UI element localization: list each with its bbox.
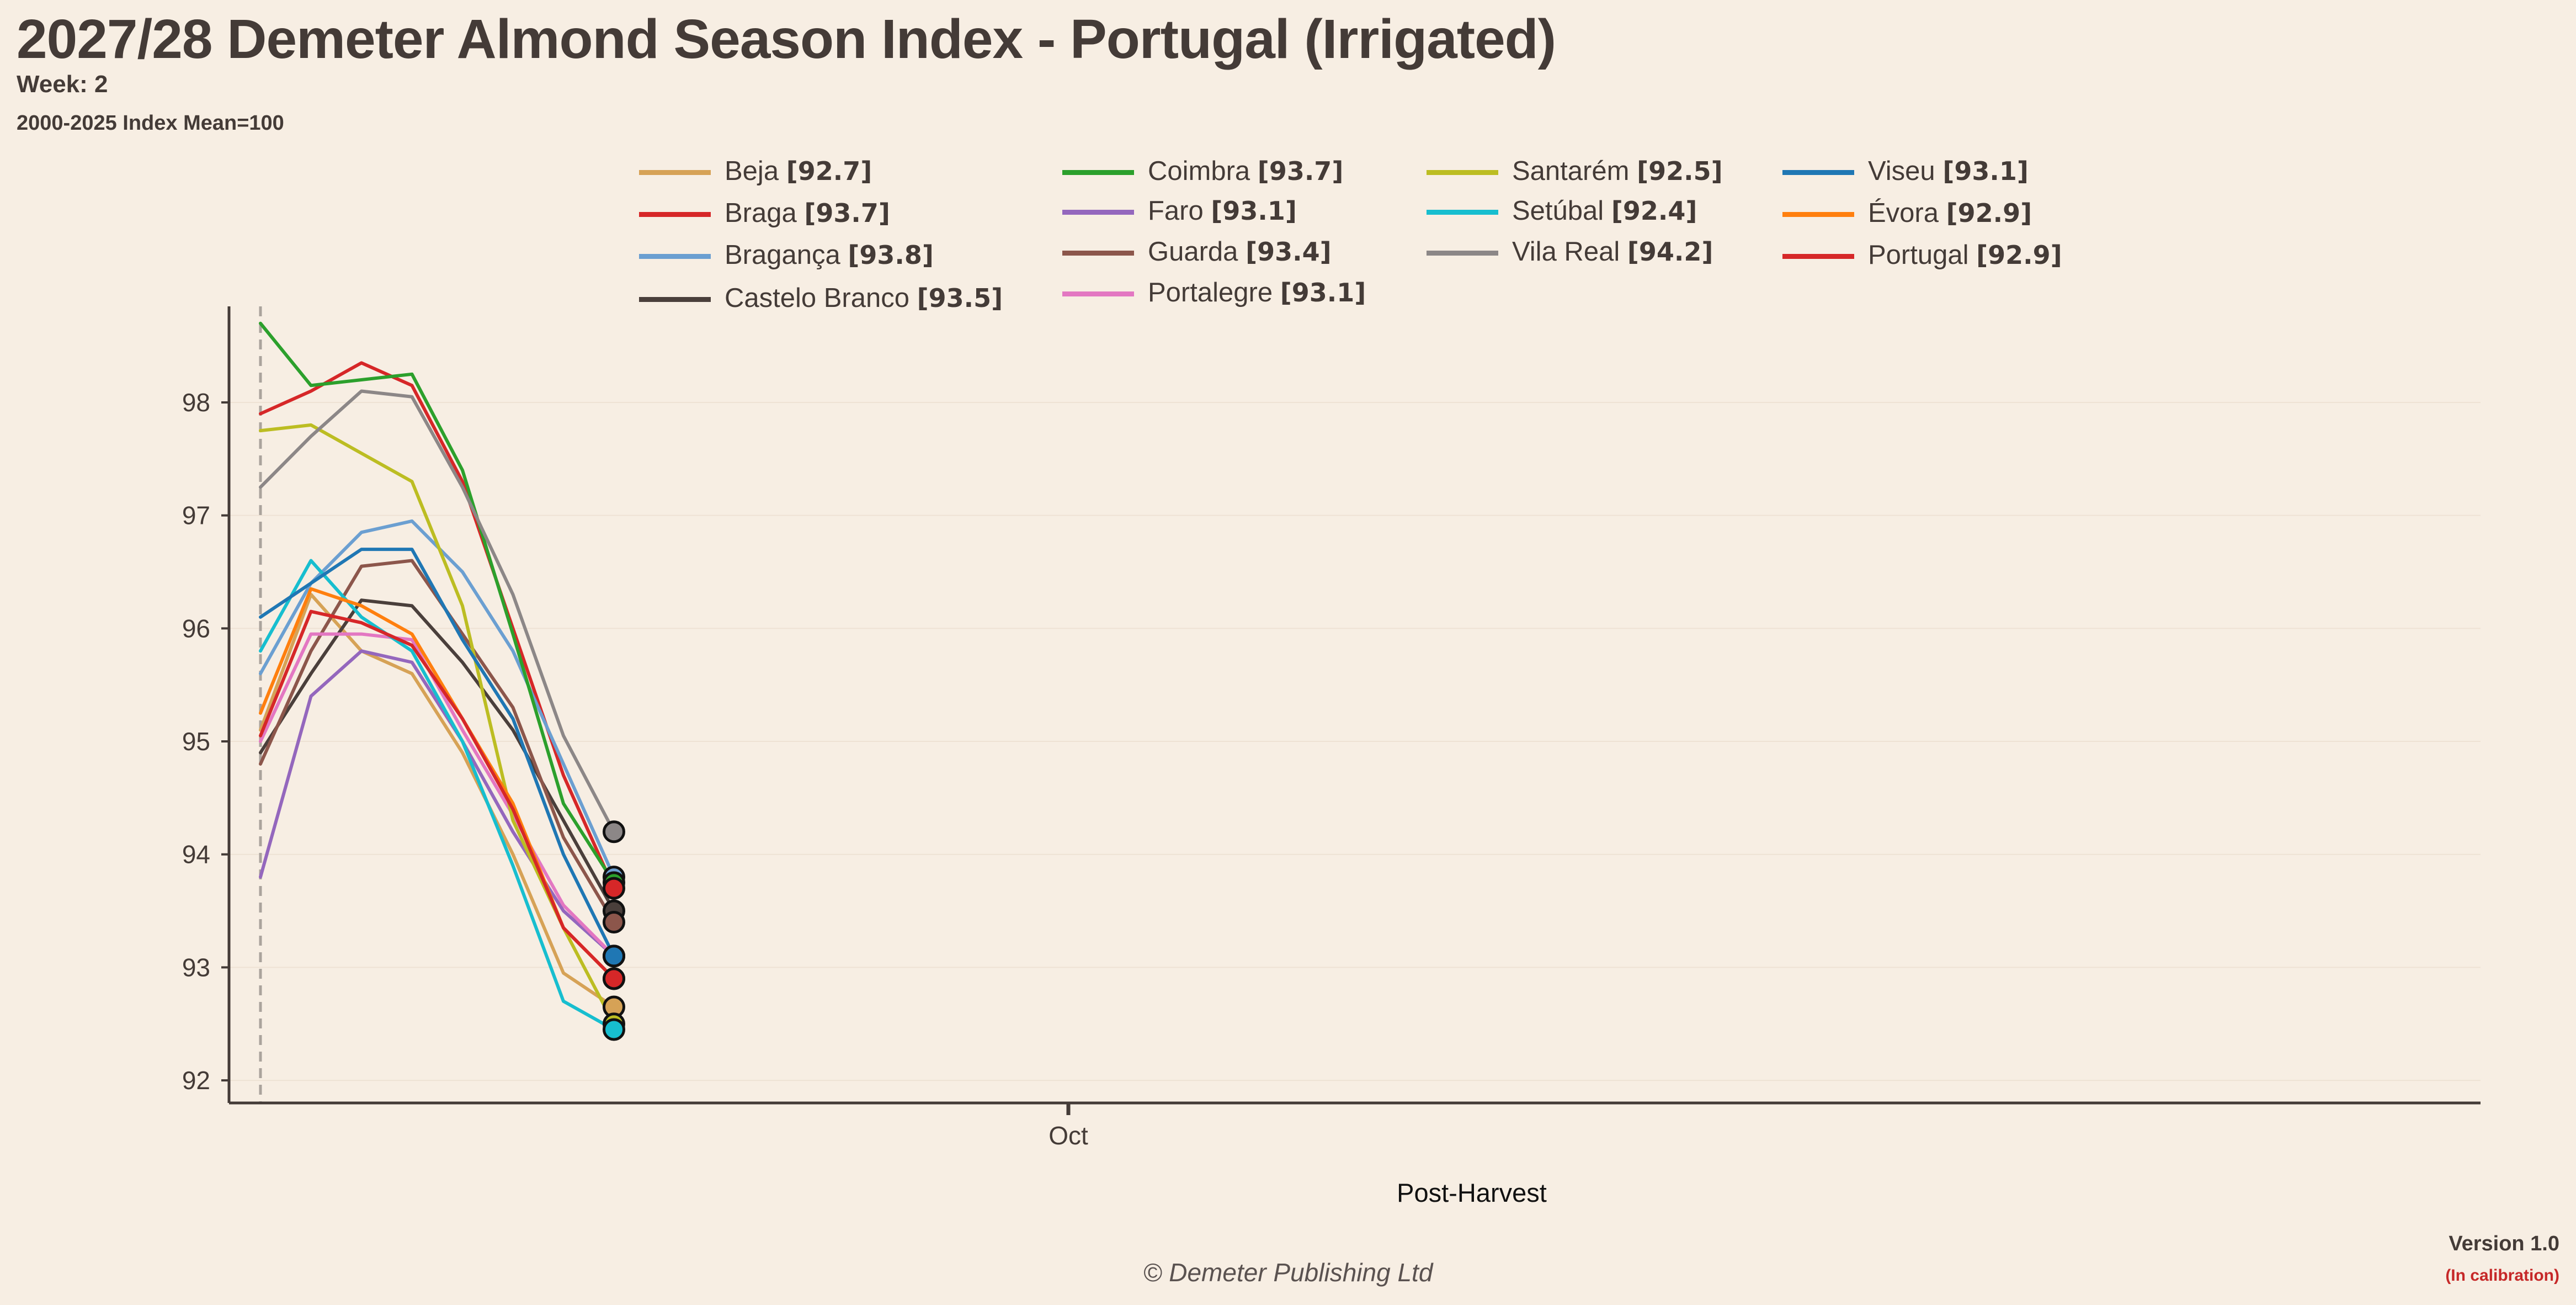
legend-label: Beja [92.7] <box>725 156 872 187</box>
legend-swatch <box>1427 170 1498 175</box>
index-note: 2000-2025 Index Mean=100 <box>17 112 284 135</box>
legend-swatch <box>1782 212 1854 217</box>
y-axis-ticks: 92 93 94 95 96 97 98 <box>182 388 229 1095</box>
legend-series-value: [93.8] <box>848 240 934 270</box>
legend-series-name: Beja <box>725 156 779 186</box>
legend-series-name: Faro <box>1148 196 1204 226</box>
y-tick-label: 97 <box>182 501 210 530</box>
legend-swatch <box>1062 210 1134 215</box>
legend-series-name: Viseu <box>1868 156 1935 186</box>
legend-series-value: [92.5] <box>1637 156 1723 186</box>
legend-series-value: [93.7] <box>1257 156 1344 186</box>
legend-series-value: [92.4] <box>1611 196 1697 226</box>
x-axis-label: Post-Harvest <box>1397 1178 1547 1207</box>
legend-swatch <box>639 254 711 259</box>
legend-series-name: Évora <box>1868 198 1939 228</box>
legend-series-value: [93.5] <box>917 283 1003 313</box>
series-line-faro <box>259 649 616 958</box>
legend-swatch <box>1062 170 1134 175</box>
legend-label: Santarém [92.5] <box>1512 156 1723 187</box>
series-line-beja <box>259 592 616 1009</box>
endpoint-portugal <box>603 967 625 990</box>
legend-series-value: [92.9] <box>1946 198 2032 228</box>
legend-label: Guarda [93.4] <box>1148 236 1332 267</box>
series-line-setúbal <box>259 559 616 1031</box>
legend-swatch <box>1427 210 1498 215</box>
legend-label: Setúbal [92.4] <box>1512 195 1697 226</box>
x-tick-label: Oct <box>1049 1121 1088 1150</box>
series-endpoints <box>603 820 625 1041</box>
series-line-braga <box>259 361 616 890</box>
legend-label: Faro [93.1] <box>1148 195 1297 226</box>
legend-label: Coimbra [93.7] <box>1148 156 1343 187</box>
legend-swatch <box>639 297 711 302</box>
endpoint-vila-real <box>603 820 625 844</box>
legend-series-name: Guarda <box>1148 237 1238 267</box>
version-label: Version 1.0 <box>2449 1232 2559 1255</box>
legend-series-name: Vila Real <box>1512 237 1620 267</box>
legend-series-value: [94.2] <box>1627 237 1713 267</box>
legend-swatch <box>1062 251 1134 256</box>
legend-series-name: Portugal <box>1868 240 1969 270</box>
legend-swatch <box>1427 251 1498 256</box>
legend-series-value: [93.4] <box>1246 237 1332 267</box>
series-lines <box>259 321 616 1031</box>
y-tick-label: 98 <box>182 388 210 417</box>
series-line-vila-real <box>259 389 616 834</box>
series-line-coimbra <box>259 321 616 884</box>
copyright: © Demeter Publishing Ltd <box>1143 1258 1433 1287</box>
legend-series-name: Braga <box>725 198 797 228</box>
endpoint-setúbal <box>603 1018 625 1041</box>
week-label: Week: 2 <box>17 71 108 98</box>
legend-label: Portugal [92.9] <box>1868 240 2062 270</box>
legend-swatch <box>1782 170 1854 175</box>
series-line-viseu <box>259 548 616 958</box>
legend-label: Castelo Branco [93.5] <box>725 283 1003 314</box>
y-tick-label: 94 <box>182 840 210 869</box>
legend-label: Viseu [93.1] <box>1868 156 2029 187</box>
legend-series-name: Coimbra <box>1148 156 1250 186</box>
endpoint-guarda <box>603 911 625 934</box>
y-tick-label: 95 <box>182 727 210 756</box>
chart-title: 2027/28 Demeter Almond Season Index - Po… <box>17 8 1556 70</box>
legend-label: Évora [92.9] <box>1868 198 2032 229</box>
legend-series-value: [93.7] <box>804 198 890 228</box>
legend-swatch <box>639 170 711 175</box>
legend-label: Vila Real [94.2] <box>1512 236 1713 267</box>
endpoint-braga <box>603 877 625 900</box>
x-axis-ticks: Oct <box>1049 1103 1088 1150</box>
y-tick-label: 96 <box>182 614 210 643</box>
legend-series-name: Portalegre <box>1148 278 1273 307</box>
series-line-castelo-branco <box>259 598 616 913</box>
y-tick-label: 92 <box>182 1066 210 1095</box>
legend-swatch <box>1782 254 1854 259</box>
legend-label: Portalegre [93.1] <box>1148 277 1366 308</box>
calibration-note: (In calibration) <box>2445 1266 2559 1285</box>
legend-series-value: [92.9] <box>1976 240 2062 270</box>
legend-series-value: [93.1] <box>1211 196 1297 226</box>
legend-series-value: [92.7] <box>786 156 872 186</box>
legend-series-name: Santarém <box>1512 156 1630 186</box>
legend-series-value: [93.1] <box>1942 156 2029 186</box>
legend-series-name: Setúbal <box>1512 196 1604 226</box>
legend-label: Braga [93.7] <box>725 198 890 229</box>
legend-series-value: [93.1] <box>1280 278 1366 307</box>
legend-series-name: Castelo Branco <box>725 283 910 313</box>
series-line-portugal <box>259 609 616 980</box>
y-tick-label: 93 <box>182 953 210 982</box>
endpoint-viseu <box>603 945 625 968</box>
legend-swatch <box>1062 291 1134 296</box>
legend-label: Bragança [93.8] <box>725 240 934 270</box>
legend-swatch <box>639 212 711 217</box>
legend-series-name: Bragança <box>725 240 840 270</box>
